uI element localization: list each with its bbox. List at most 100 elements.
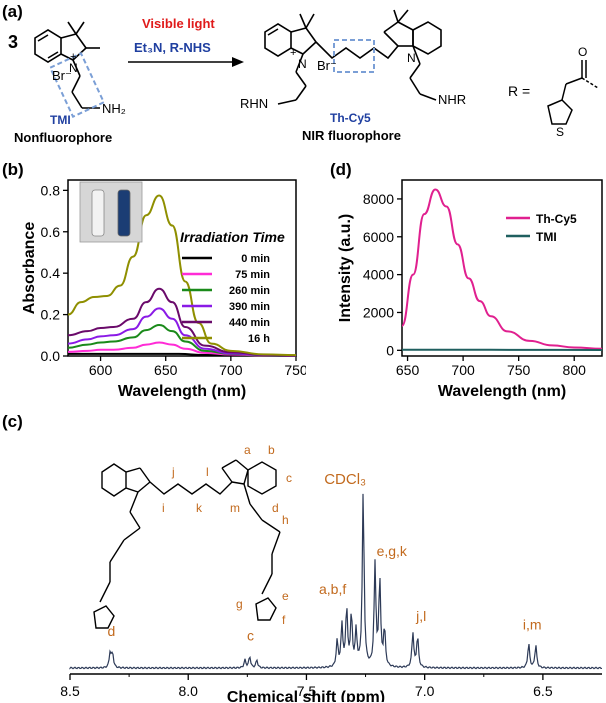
r-group-o-atom: O (578, 45, 587, 59)
thcy5-rhn: RHN (240, 96, 268, 111)
series-line-Th-Cy5 (401, 188, 603, 350)
legend-entry: 0 min (241, 253, 270, 265)
atom-label-j: j (171, 465, 175, 479)
thcy5-dashed-box (333, 39, 375, 73)
atom-label-g: g (236, 597, 243, 611)
x-tick-label: 650 (396, 362, 420, 378)
peak-label: i,m (523, 616, 542, 632)
reaction-scheme: 3 + N Br⁻ NH₂ TMI Nonfluorophore Visible… (8, 9, 599, 145)
r-group-structure (547, 60, 599, 125)
tmi-n-atom: N (69, 61, 78, 75)
plot-frame (401, 179, 603, 357)
y-axis-label: Absorbance (21, 222, 38, 315)
thcy5-structure (264, 9, 442, 105)
legend-entry: 440 min (229, 317, 270, 329)
peak-label: e,g,k (377, 543, 408, 559)
legend-entry: TMI (536, 230, 557, 244)
atom-label-f: f (282, 613, 286, 627)
x-tick-label: 8.0 (178, 683, 198, 699)
x-tick-label: 750 (284, 362, 306, 378)
product-name: Th-Cy5 (330, 111, 371, 125)
atom-label-m: m (230, 501, 240, 515)
y-tick-label: 0.2 (41, 307, 61, 323)
x-axis-label: Chemical shift (ppm) (227, 689, 385, 702)
y-tick-label: 8000 (363, 191, 394, 207)
panel-label-d: (d) (330, 160, 352, 179)
y-tick-label: 6000 (363, 229, 394, 245)
peak-label: CDCl₃ (324, 471, 366, 488)
reactant-coefficient: 3 (8, 32, 18, 52)
x-axis-label: Wavelength (nm) (438, 383, 566, 400)
series-line-440-min (67, 287, 297, 357)
tmi-bromide: Br⁻ (52, 68, 72, 83)
series-line-16-h (67, 194, 297, 357)
atom-label-d: d (272, 501, 279, 515)
fluorescence-chart: 650 700 750 80002000400060008000Wavelength … (337, 179, 603, 400)
thcy5-bromide: Br⁻ (317, 58, 337, 73)
tmi-dashed-box (48, 52, 106, 118)
atom-label-i: i (162, 501, 165, 515)
tmi-structure (34, 21, 100, 109)
legend-entry: 16 h (248, 333, 270, 345)
vial-clear (91, 189, 105, 237)
atom-label-h: h (282, 513, 289, 527)
x-tick-label: 600 (89, 362, 113, 378)
y-tick-label: 4000 (363, 267, 394, 283)
thcy5-n-atom-right: N (407, 51, 416, 65)
r-equals: R = (508, 83, 530, 99)
y-tick-label: 0.6 (41, 224, 61, 240)
x-tick-label: 7.0 (415, 683, 435, 699)
atom-label-l: l (206, 465, 209, 479)
plot-frame (67, 179, 297, 357)
nmr-spectrum-line (69, 493, 603, 670)
legend-title: Irradiation Time (180, 229, 285, 245)
r-group-s-atom: S (556, 125, 564, 139)
legend-entry: 390 min (229, 301, 270, 313)
tmi-plus: + (70, 51, 76, 63)
legend-entry: 75 min (235, 269, 270, 281)
legend-entry: Th-Cy5 (536, 212, 577, 226)
peak-label: d (107, 623, 115, 639)
atom-label-b: b (268, 443, 275, 457)
reactant-desc: Nonfluorophore (14, 130, 112, 145)
reactant-name: TMI (50, 113, 71, 127)
condition-light: Visible light (142, 16, 215, 31)
series-line-390-min (67, 307, 297, 357)
atom-label-k: k (196, 501, 203, 515)
panel-label-a: (a) (2, 2, 23, 21)
panel-label-b: (b) (2, 160, 24, 179)
y-tick-label: 0 (386, 342, 394, 358)
vial-blue (117, 189, 131, 237)
absorbance-chart: 600 650 700 750 0.0 0.2 0.4 0.6 0.8 Wavelength (n… (21, 179, 306, 400)
thcy5-n-atom-left: N (298, 57, 307, 71)
x-tick-label: 700 (219, 362, 243, 378)
x-tick-label: 700 (451, 362, 475, 378)
atom-label-e: e (282, 589, 289, 603)
legend-entry: 260 min (229, 285, 270, 297)
tmi-nh2: NH₂ (102, 101, 126, 116)
cy5-annotated-structure (93, 459, 281, 629)
x-tick-label: 7.5 (297, 683, 317, 699)
atom-label-a: a (244, 443, 251, 457)
x-tick-label: 800 (563, 362, 587, 378)
condition-reagents: Et₃N, R-NHS (134, 40, 211, 55)
peak-label: j,l (415, 608, 426, 624)
panel-label-c: (c) (2, 412, 23, 431)
y-tick-label: 2000 (363, 304, 394, 320)
thcy5-nhr: NHR (438, 92, 466, 107)
x-axis-label: Wavelength (nm) (118, 383, 246, 400)
x-tick-label: 8.5 (60, 683, 80, 699)
y-axis-label: Intensity (a.u.) (337, 214, 354, 322)
thcy5-plus: + (290, 47, 296, 59)
y-tick-label: 0.0 (41, 348, 61, 364)
y-tick-label: 0.8 (41, 182, 61, 198)
x-tick-label: 6.5 (533, 683, 553, 699)
reaction-arrowhead (232, 57, 244, 67)
x-tick-label: 650 (154, 362, 178, 378)
product-desc: NIR fluorophore (302, 128, 401, 143)
inset-photo (79, 181, 143, 243)
peak-label: a,b,f (319, 581, 346, 597)
peak-label: c (247, 628, 254, 644)
x-tick-label: 750 (507, 362, 531, 378)
y-tick-label: 0.4 (41, 265, 61, 281)
